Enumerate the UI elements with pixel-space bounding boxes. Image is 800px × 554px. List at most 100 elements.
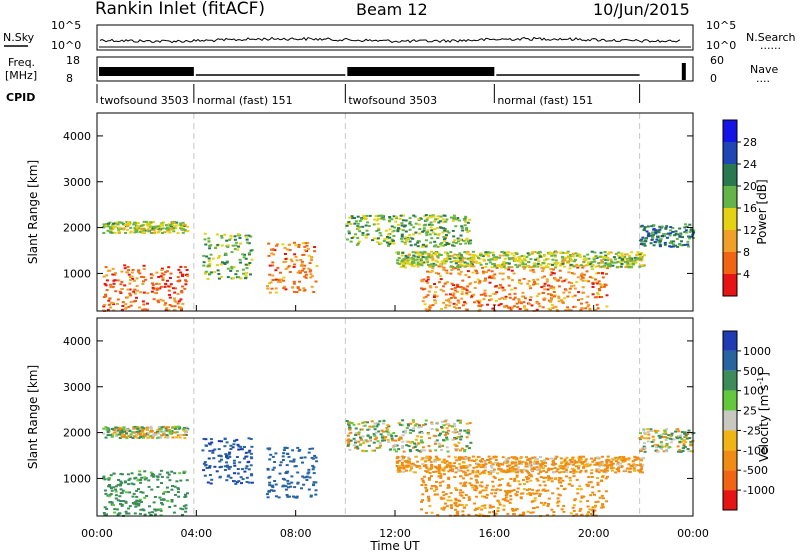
- echo-cell: [654, 229, 658, 232]
- echo-cell: [443, 214, 447, 217]
- echo-cell: [462, 496, 466, 499]
- echo-cell: [553, 294, 557, 297]
- echo-cell: [396, 461, 400, 464]
- echo-cell: [158, 496, 162, 499]
- echo-cell: [109, 227, 113, 230]
- echo-cell: [617, 251, 621, 254]
- echo-cell: [232, 266, 236, 269]
- echo-cell: [631, 464, 635, 467]
- echo-cell: [638, 464, 642, 467]
- echo-cell: [443, 506, 447, 509]
- echo-cell: [496, 462, 500, 465]
- echo-cell: [467, 496, 471, 499]
- echo-cell: [477, 304, 481, 307]
- echo-cell: [159, 436, 163, 439]
- echo-cell: [597, 262, 601, 265]
- echo-cell: [442, 238, 446, 241]
- echo-cell: [566, 252, 569, 255]
- echo-cell: [282, 449, 286, 452]
- echo-cell: [550, 296, 554, 299]
- echo-cell: [493, 257, 497, 260]
- echo-cell: [126, 288, 130, 291]
- echo-cell: [452, 422, 456, 425]
- echo-cell: [423, 449, 427, 452]
- echo-cell: [459, 429, 463, 432]
- echo-cell: [568, 291, 571, 294]
- echo-cell: [412, 233, 416, 236]
- echo-cell: [307, 254, 311, 257]
- echo-cell: [609, 464, 613, 466]
- echo-cell: [393, 448, 397, 451]
- echo-cell: [171, 221, 175, 224]
- echo-cell: [539, 263, 543, 266]
- echo-cell: [594, 265, 598, 268]
- echo-cell: [350, 237, 354, 239]
- echo-cell: [447, 485, 451, 488]
- echo-cell: [603, 251, 607, 254]
- x-tick-label: 04:00: [180, 527, 212, 540]
- echo-cell: [266, 447, 270, 450]
- echo-cell: [443, 228, 447, 231]
- echo-cell: [113, 428, 117, 431]
- echo-cell: [616, 463, 620, 466]
- power-colorbar-label: Power [dB]: [755, 179, 769, 244]
- echo-cell: [512, 305, 516, 308]
- echo-cell: [464, 242, 468, 245]
- echo-cell: [677, 450, 680, 453]
- echo-cell: [165, 270, 169, 273]
- echo-cell: [665, 444, 669, 447]
- echo-cell: [160, 223, 164, 226]
- colorbar-cell: [723, 164, 737, 186]
- echo-cell: [148, 505, 151, 508]
- echo-cell: [247, 234, 251, 237]
- echo-cell: [159, 469, 163, 472]
- echo-cell: [660, 433, 664, 436]
- echo-cell: [114, 290, 118, 293]
- echo-cell: [554, 457, 557, 460]
- echo-cell: [475, 475, 479, 478]
- echo-cell: [493, 455, 497, 458]
- echo-cell: [114, 488, 118, 491]
- echo-cell: [204, 463, 208, 466]
- echo-cell: [464, 474, 468, 476]
- echo-cell: [602, 256, 606, 258]
- echo-cell: [133, 227, 137, 230]
- echo-cell: [306, 247, 310, 250]
- echo-cell: [149, 273, 153, 276]
- echo-cell: [418, 232, 422, 235]
- power-ylabel: Slant Range [km]: [26, 160, 40, 264]
- echo-cell: [307, 468, 311, 471]
- echo-cell: [552, 268, 555, 271]
- echo-cell: [391, 239, 395, 242]
- echo-cell: [439, 444, 443, 447]
- echo-cell: [422, 465, 426, 467]
- echo-cell: [424, 219, 428, 222]
- echo-cell: [686, 240, 690, 243]
- echo-cell: [643, 447, 647, 450]
- echo-cell: [134, 502, 138, 505]
- echo-cell: [443, 229, 447, 232]
- echo-cell: [146, 433, 150, 436]
- echo-cell: [604, 254, 608, 257]
- echo-cell: [512, 298, 516, 301]
- echo-cell: [123, 284, 127, 287]
- echo-cell: [603, 264, 607, 267]
- echo-cell: [152, 435, 156, 438]
- echo-cell: [578, 485, 582, 488]
- echo-cell: [533, 251, 537, 254]
- echo-cell: [603, 285, 607, 288]
- echo-cell: [102, 475, 106, 478]
- echo-cell: [650, 225, 654, 228]
- echo-cell: [647, 437, 651, 440]
- echo-cell: [519, 282, 523, 285]
- echo-cell: [546, 263, 550, 265]
- echo-cell: [127, 273, 131, 276]
- echo-cell: [620, 258, 624, 261]
- echo-cell: [440, 241, 444, 244]
- echo-cell: [459, 270, 463, 273]
- echo-cell: [293, 263, 297, 266]
- echo-cell: [567, 271, 571, 274]
- echo-cell: [544, 476, 548, 479]
- echo-cell: [451, 430, 455, 433]
- echo-cell: [572, 475, 576, 478]
